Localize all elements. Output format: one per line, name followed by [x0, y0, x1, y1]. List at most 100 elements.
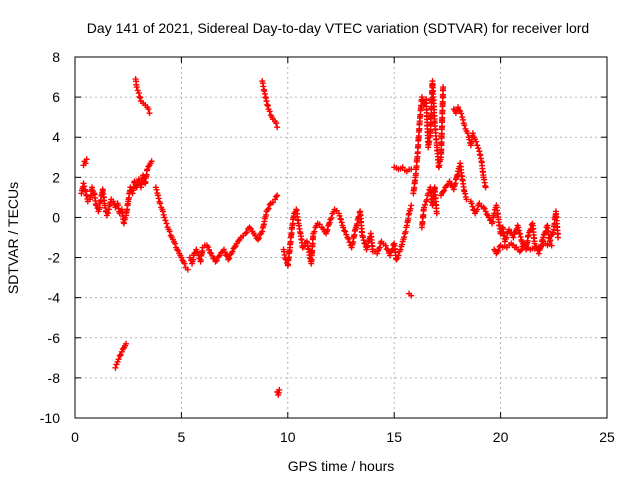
data-point — [123, 340, 130, 347]
data-point — [117, 351, 124, 358]
data-point — [264, 101, 271, 108]
data-point — [116, 352, 123, 359]
y-tick-label: 8 — [52, 49, 60, 65]
data-point — [458, 110, 465, 117]
data-point — [399, 241, 406, 248]
data-point — [397, 246, 404, 253]
data-point — [518, 247, 525, 254]
data-point — [481, 205, 488, 212]
data-point — [163, 220, 170, 227]
data-point — [112, 364, 119, 371]
data-point — [462, 190, 469, 197]
data-point — [184, 266, 191, 273]
x-axis-label: GPS time / hours — [288, 458, 395, 474]
data-point — [407, 205, 414, 212]
data-point — [273, 120, 280, 127]
data-point — [374, 250, 381, 257]
data-point — [161, 214, 168, 221]
y-tick-label: -8 — [48, 370, 61, 386]
data-point — [338, 216, 344, 223]
data-point — [274, 124, 281, 131]
data-point — [175, 247, 182, 254]
data-point — [328, 214, 335, 221]
y-tick-label: -2 — [48, 250, 61, 266]
data-point — [423, 196, 430, 203]
data-point — [510, 234, 517, 241]
data-point — [256, 235, 263, 242]
data-point — [80, 180, 87, 187]
y-tick-label: 4 — [52, 129, 60, 145]
data-point — [475, 145, 482, 152]
data-point — [134, 182, 141, 189]
data-point — [482, 208, 489, 215]
data-point — [482, 184, 489, 191]
data-point — [82, 160, 89, 167]
y-tick-label: 6 — [52, 89, 60, 105]
data-point — [422, 201, 429, 208]
data-point — [178, 254, 185, 261]
data-point — [456, 107, 463, 114]
data-point — [172, 240, 179, 247]
data-point — [341, 227, 348, 234]
ticks-layer: 0 5 10 15 20 25 -10 -8 -6 -4 -2 0 2 4 6 8 — [40, 49, 615, 445]
y-tick-label: 2 — [52, 169, 60, 185]
data-point — [386, 252, 393, 259]
data-point — [155, 195, 162, 202]
data-point — [343, 231, 350, 238]
data-point — [474, 142, 481, 149]
data-point — [345, 235, 352, 242]
data-point — [137, 94, 144, 101]
data-point — [157, 200, 164, 207]
data-point — [476, 200, 483, 207]
data-point — [206, 246, 213, 253]
data-point — [460, 116, 467, 123]
data-point — [463, 196, 470, 203]
data-point — [104, 210, 111, 217]
data-point — [394, 255, 401, 262]
data-point — [148, 158, 155, 165]
data-point — [359, 234, 366, 241]
data-point — [495, 247, 502, 254]
data-point — [272, 196, 279, 203]
plot-frame — [74, 56, 608, 419]
data-point — [229, 248, 236, 255]
data-point — [469, 130, 476, 137]
x-tick-label: 20 — [493, 429, 509, 445]
data-point — [540, 234, 547, 241]
y-axis-label: SDTVAR / TECUs — [5, 182, 21, 294]
data-point — [340, 224, 347, 231]
data-point — [531, 240, 538, 247]
data-point — [207, 249, 214, 256]
data-point — [274, 192, 281, 199]
data-point — [243, 229, 250, 236]
data-point — [383, 246, 390, 253]
data-point — [166, 228, 173, 235]
data-point — [154, 192, 161, 199]
data-point — [433, 210, 440, 217]
data-point — [468, 200, 475, 207]
data-point — [326, 219, 333, 226]
data-point — [316, 221, 323, 228]
data-point — [146, 110, 153, 117]
data-point — [223, 252, 230, 259]
data-point — [153, 186, 160, 193]
x-tick-label: 5 — [178, 429, 186, 445]
x-tick-label: 25 — [599, 429, 615, 445]
data-point — [276, 386, 283, 393]
data-point — [226, 255, 233, 262]
data-point — [83, 156, 90, 163]
data-point — [264, 102, 271, 109]
data-point — [342, 228, 349, 235]
data-point — [395, 252, 402, 259]
data-point — [266, 108, 273, 115]
data-point — [110, 198, 117, 205]
data-point — [338, 219, 345, 226]
data-point — [191, 250, 198, 257]
x-tick-label: 0 — [71, 429, 79, 445]
data-point — [446, 178, 453, 185]
data-point — [376, 244, 383, 251]
data-point — [120, 220, 127, 227]
data-point — [547, 237, 554, 244]
data-point — [549, 229, 556, 236]
